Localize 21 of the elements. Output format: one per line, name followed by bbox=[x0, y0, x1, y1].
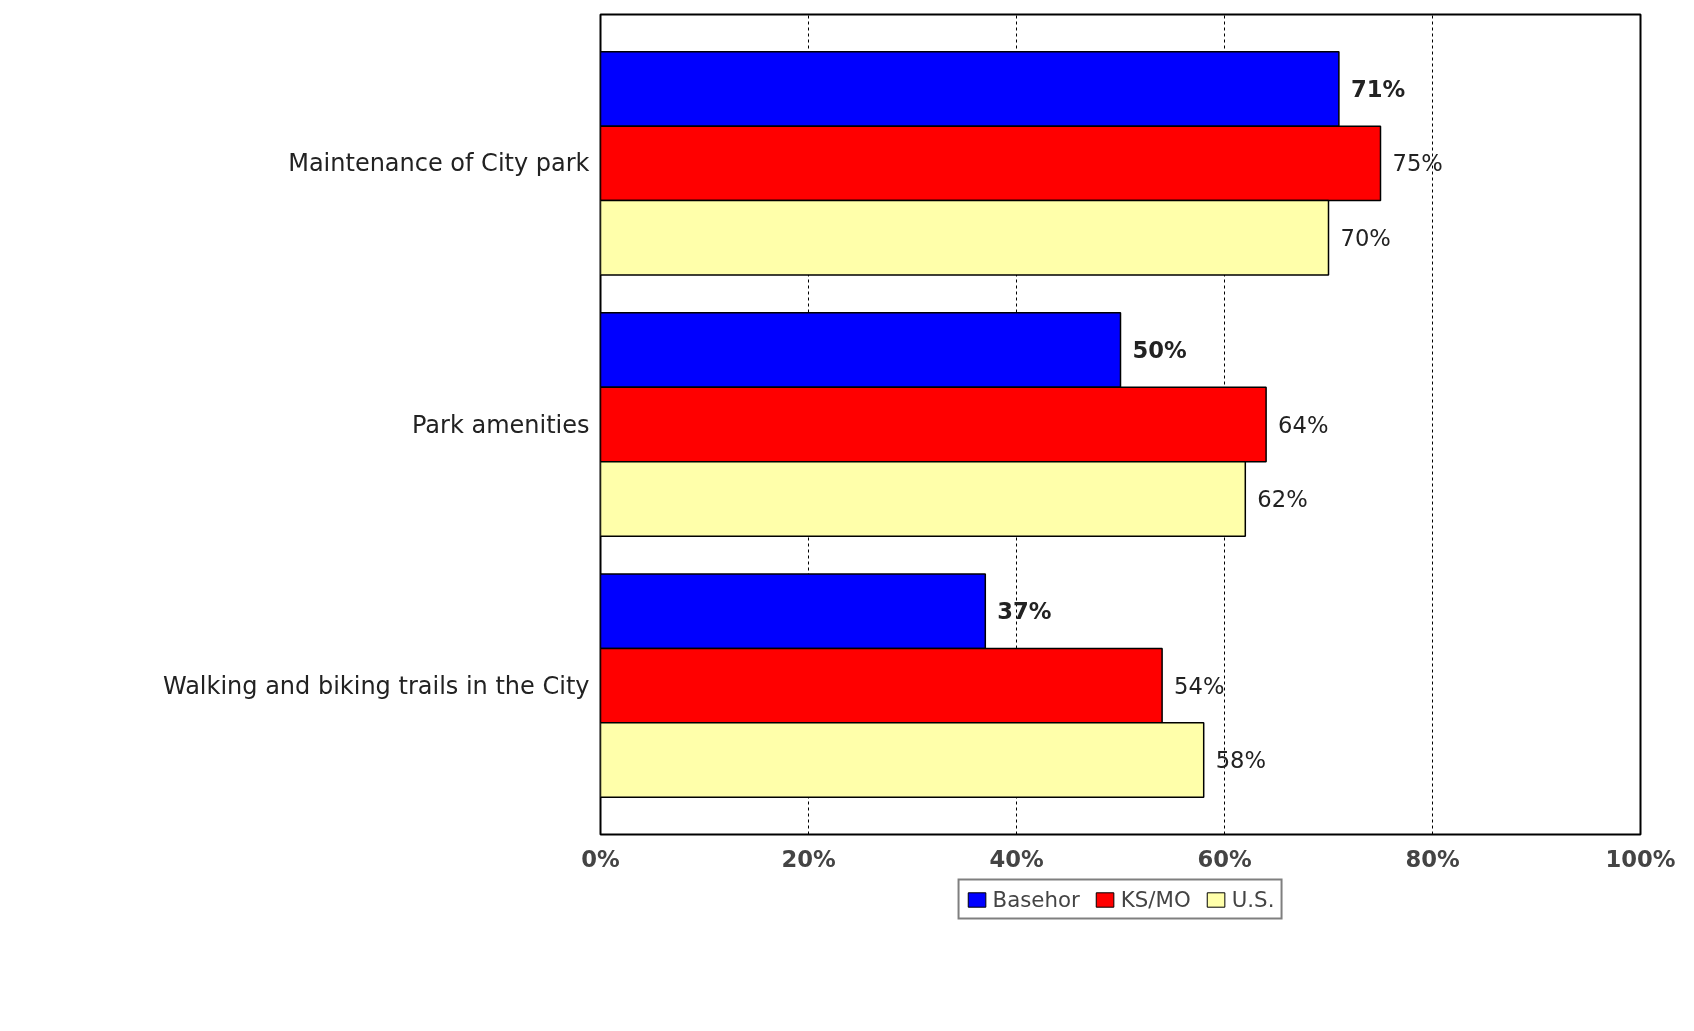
x-tick-label: 60% bbox=[1197, 845, 1252, 872]
x-tick-label: 40% bbox=[989, 845, 1044, 872]
legend-label: Basehor bbox=[992, 886, 1080, 912]
data-label: 58% bbox=[1215, 747, 1267, 774]
data-label: 75% bbox=[1392, 150, 1443, 177]
y-tick-label: Maintenance of City park bbox=[288, 149, 590, 178]
data-label: 37% bbox=[997, 598, 1052, 625]
data-label: 70% bbox=[1340, 224, 1391, 251]
y-tick-label: Park amenities bbox=[411, 410, 590, 439]
x-tick-label: 20% bbox=[781, 845, 836, 872]
data-label: 54% bbox=[1174, 672, 1225, 699]
legend-label: KS/MO bbox=[1120, 886, 1191, 912]
data-label: 50% bbox=[1132, 337, 1187, 364]
x-tick-label: 100% bbox=[1605, 845, 1676, 872]
x-tick-label: 0% bbox=[581, 845, 620, 872]
y-tick-label: Walking and biking trails in the City bbox=[162, 671, 590, 700]
data-label: 64% bbox=[1278, 411, 1329, 438]
data-label: 71% bbox=[1350, 75, 1406, 102]
legend-label: U.S. bbox=[1231, 886, 1275, 912]
data-label: 62% bbox=[1257, 485, 1308, 512]
x-tick-label: 80% bbox=[1405, 845, 1460, 872]
